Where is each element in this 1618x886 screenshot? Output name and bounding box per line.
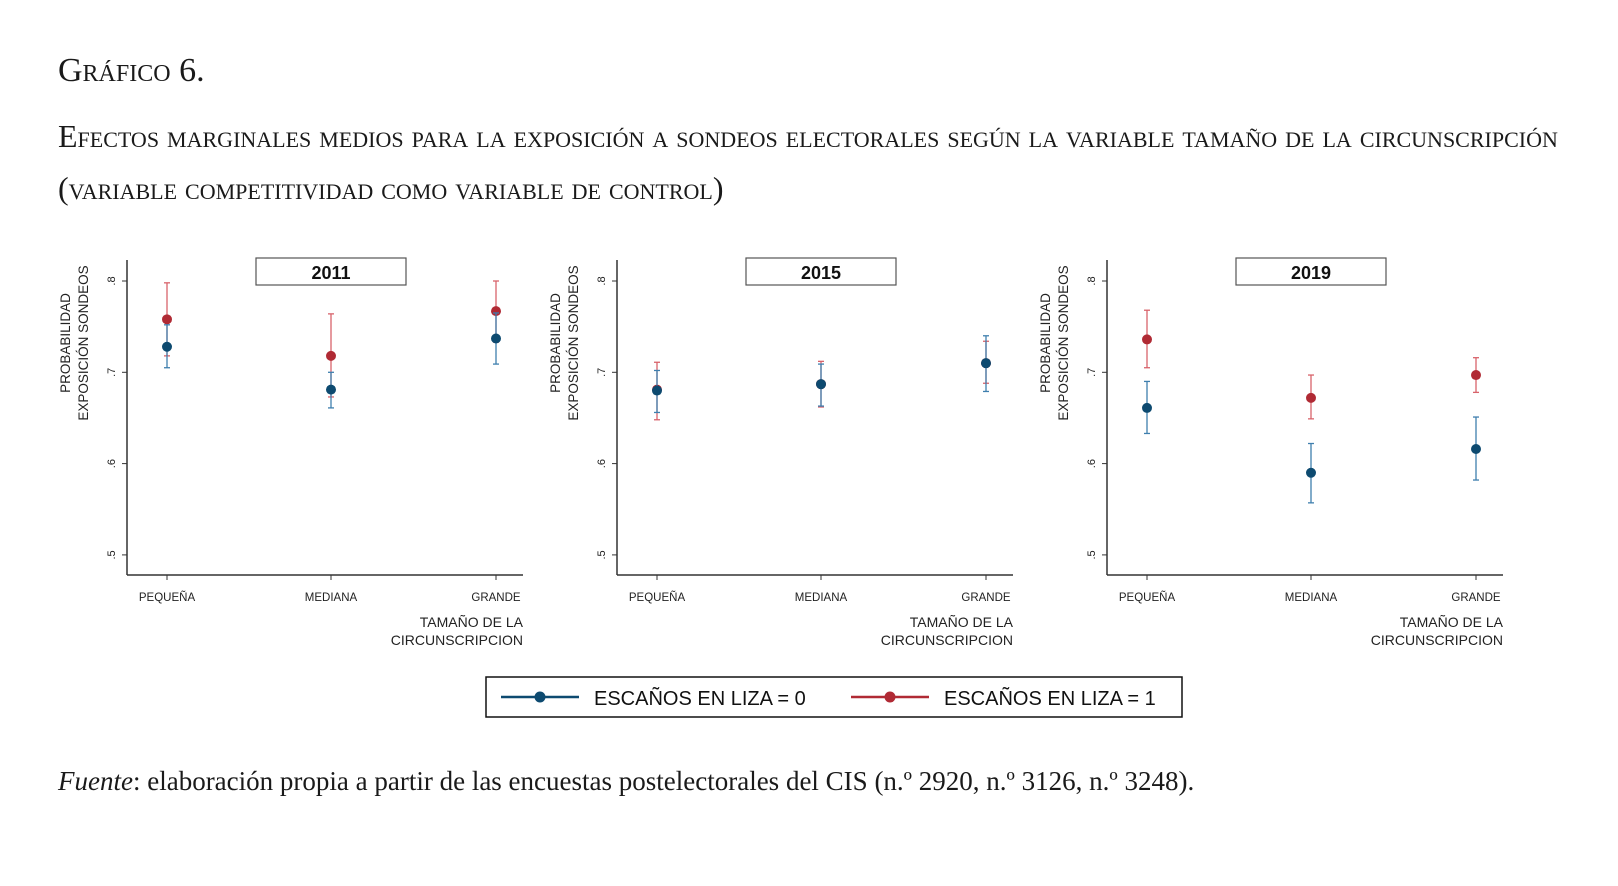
x-axis-label: TAMAÑO DE LA xyxy=(1400,614,1504,630)
legend-label: ESCAÑOS EN LIZA = 1 xyxy=(944,686,1156,710)
legend-marker xyxy=(534,691,546,703)
data-point xyxy=(1142,334,1152,345)
y-tick-label: .7 xyxy=(596,368,608,377)
source-note: Fuente: elaboración propia a partir de l… xyxy=(58,766,1194,797)
x-tick-label: MEDIANA xyxy=(795,592,848,604)
panel-title-box xyxy=(255,257,407,286)
y-axis-label: EXPOSICIÓN SONDEOS xyxy=(566,265,581,420)
x-tick-label: PEQUEÑA xyxy=(1119,591,1176,604)
x-axis-label: CIRCUNSCRIPCION xyxy=(391,632,523,648)
y-axis-label: PROBABILIDAD xyxy=(58,293,73,393)
panel-title-box xyxy=(1235,257,1387,286)
x-tick-label: PEQUEÑA xyxy=(139,591,196,604)
y-axis-label: EXPOSICIÓN SONDEOS xyxy=(76,265,91,420)
y-tick-label: .6 xyxy=(596,459,608,468)
x-tick-label: PEQUEÑA xyxy=(629,591,686,604)
data-point xyxy=(162,341,172,352)
x-tick-label: MEDIANA xyxy=(1285,592,1338,604)
data-point xyxy=(326,350,336,361)
legend-box xyxy=(485,676,1183,718)
y-tick-label: .8 xyxy=(106,276,118,285)
data-point xyxy=(491,306,501,317)
data-point xyxy=(816,379,826,390)
y-tick-label: .5 xyxy=(596,550,608,559)
x-axis-label: TAMAÑO DE LA xyxy=(420,614,524,630)
data-point xyxy=(162,314,172,325)
x-axis-label: CIRCUNSCRIPCION xyxy=(881,632,1013,648)
data-point xyxy=(1471,443,1481,454)
panel-title: 2015 xyxy=(801,263,841,283)
data-point xyxy=(1142,402,1152,413)
data-point xyxy=(1306,392,1316,403)
legend-marker xyxy=(884,691,896,703)
panel-title-box xyxy=(745,257,897,286)
data-point xyxy=(491,333,501,344)
y-axis-label: EXPOSICIÓN SONDEOS xyxy=(1056,265,1071,420)
y-tick-label: .6 xyxy=(106,459,118,468)
data-point xyxy=(981,358,991,369)
data-point xyxy=(1471,370,1481,381)
y-tick-label: .8 xyxy=(1086,276,1098,285)
x-tick-label: GRANDE xyxy=(471,592,521,604)
x-tick-label: GRANDE xyxy=(961,592,1011,604)
x-tick-label: GRANDE xyxy=(1451,592,1501,604)
source-label: Fuente xyxy=(58,766,133,796)
y-tick-label: .8 xyxy=(596,276,608,285)
figure-label: Gráfico 6. xyxy=(58,52,205,89)
y-axis-label: PROBABILIDAD xyxy=(548,293,563,393)
y-tick-label: .7 xyxy=(106,368,118,377)
data-point xyxy=(652,385,662,396)
panel-title: 2011 xyxy=(311,263,350,283)
data-point xyxy=(1306,467,1316,478)
x-axis-label: CIRCUNSCRIPCION xyxy=(1371,632,1503,648)
y-tick-label: .6 xyxy=(1086,459,1098,468)
y-tick-label: .5 xyxy=(1086,550,1098,559)
y-tick-label: .7 xyxy=(1086,368,1098,377)
panel-title: 2019 xyxy=(1291,263,1331,283)
figure-title: Efectos marginales medios para la exposi… xyxy=(58,118,1558,206)
x-tick-label: MEDIANA xyxy=(305,592,358,604)
source-text: : elaboración propia a partir de las enc… xyxy=(132,766,1195,796)
y-tick-label: .5 xyxy=(106,550,118,559)
data-point xyxy=(326,384,336,395)
legend-label: ESCAÑOS EN LIZA = 0 xyxy=(594,686,806,710)
y-axis-label: PROBABILIDAD xyxy=(1038,293,1053,393)
x-axis-label: TAMAÑO DE LA xyxy=(910,614,1014,630)
